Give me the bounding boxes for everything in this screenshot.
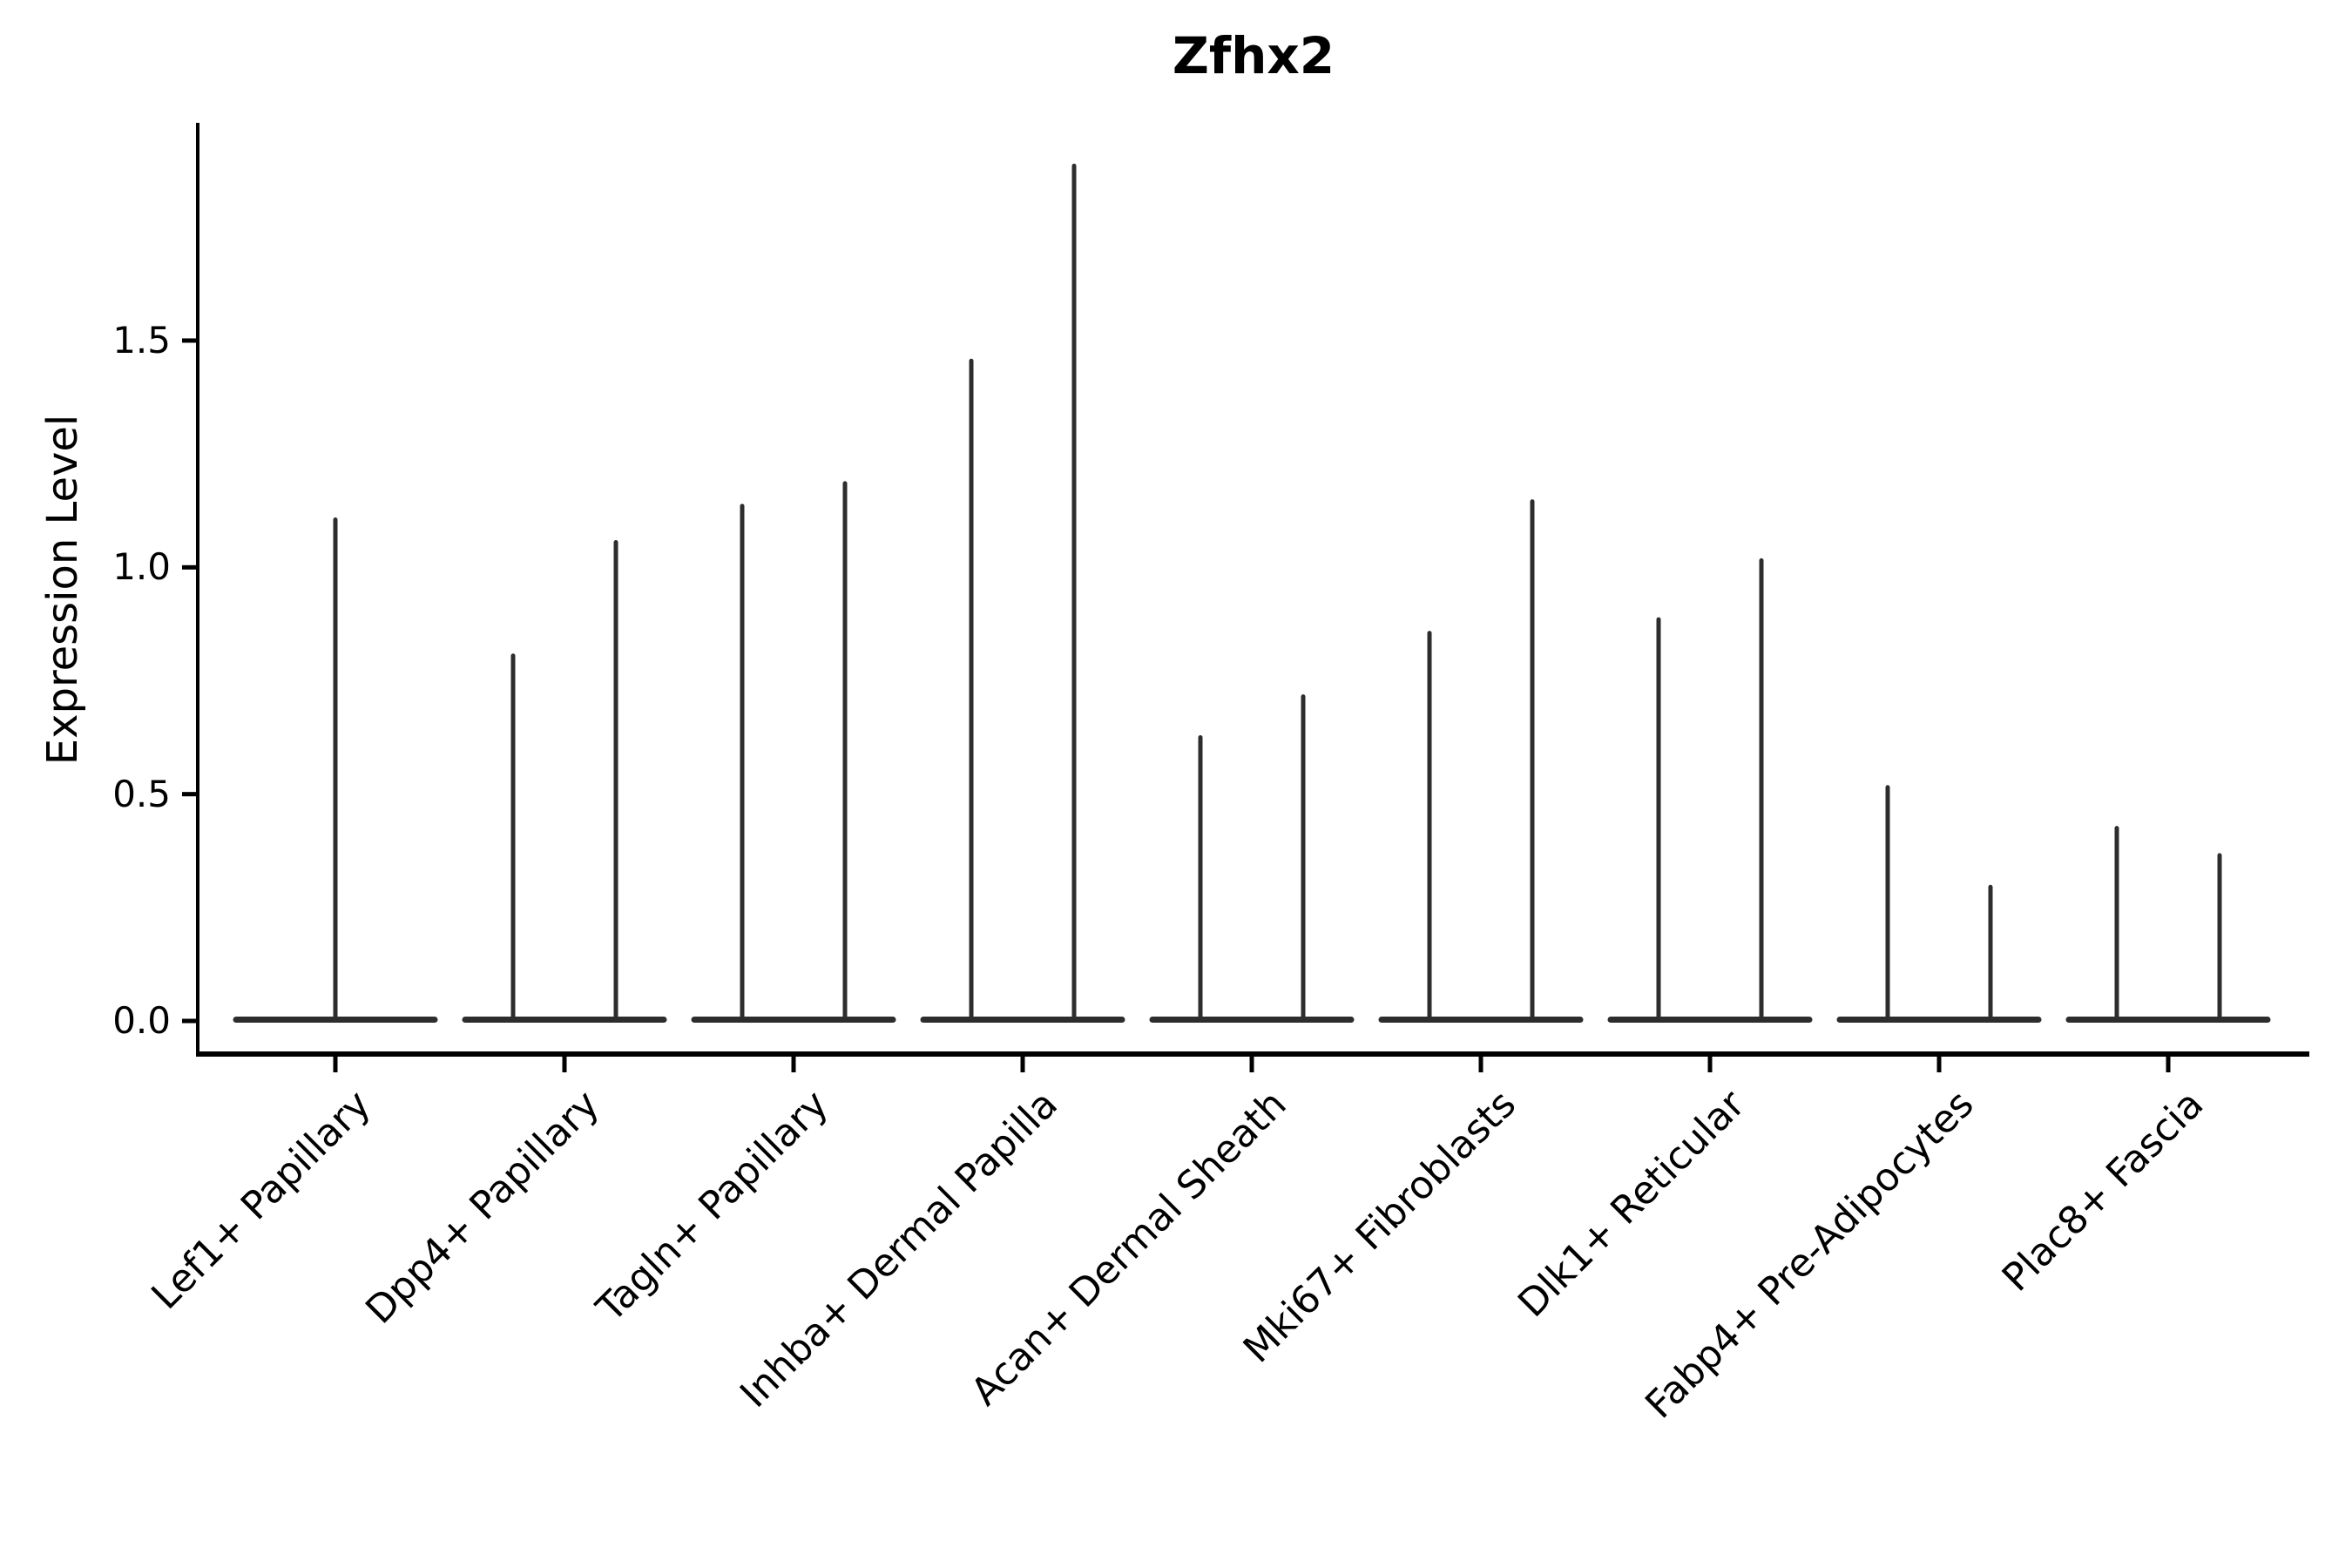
violin-base	[1149, 1017, 1355, 1023]
y-tick-label: 1.5	[112, 318, 171, 362]
x-tick-mark	[1936, 1057, 1942, 1072]
violin-base	[1607, 1017, 1813, 1023]
violin-spike	[1656, 617, 1661, 1021]
violin-base	[691, 1017, 896, 1023]
violin-spike	[1530, 499, 1535, 1021]
violin-base	[1378, 1017, 1584, 1023]
y-axis-spine	[196, 123, 199, 1057]
violin-spike	[510, 653, 516, 1021]
x-tick-mark	[333, 1057, 338, 1072]
violin-spike	[2217, 853, 2222, 1021]
violin-spike	[740, 504, 745, 1021]
violin-base	[1836, 1017, 2042, 1023]
y-tick-mark	[182, 1018, 196, 1024]
x-tick-mark	[791, 1057, 796, 1072]
violin-spike	[842, 481, 848, 1021]
chart-title: Zfhx2	[1172, 26, 1335, 85]
y-tick-label: 1.0	[112, 545, 171, 589]
y-tick-mark	[182, 564, 196, 570]
x-tick-mark	[1478, 1057, 1484, 1072]
violin-base	[462, 1017, 667, 1023]
y-tick-label: 0.5	[112, 772, 171, 815]
violin-spike	[1301, 694, 1306, 1021]
violin-spike	[969, 358, 974, 1021]
violin-spike	[613, 540, 618, 1021]
violin-base	[2065, 1017, 2271, 1023]
violin-spike	[1427, 631, 1432, 1021]
x-tick-mark	[562, 1057, 567, 1072]
x-tick-mark	[1249, 1057, 1254, 1072]
violin-spike	[1071, 163, 1077, 1021]
violin-spike	[1198, 734, 1203, 1021]
y-tick-mark	[182, 338, 196, 343]
x-axis-spine	[196, 1051, 2309, 1057]
y-tick-label: 0.0	[112, 999, 171, 1042]
violin-spike	[333, 517, 338, 1021]
violin-spike	[1885, 785, 1890, 1021]
x-tick-mark	[1020, 1057, 1025, 1072]
violin-spike	[1988, 884, 1993, 1021]
violin-spike	[2114, 826, 2119, 1021]
y-tick-mark	[182, 792, 196, 797]
violin-spike	[1759, 558, 1764, 1021]
x-tick-mark	[1707, 1057, 1713, 1072]
x-tick-mark	[2166, 1057, 2171, 1072]
violin-base	[920, 1017, 1125, 1023]
